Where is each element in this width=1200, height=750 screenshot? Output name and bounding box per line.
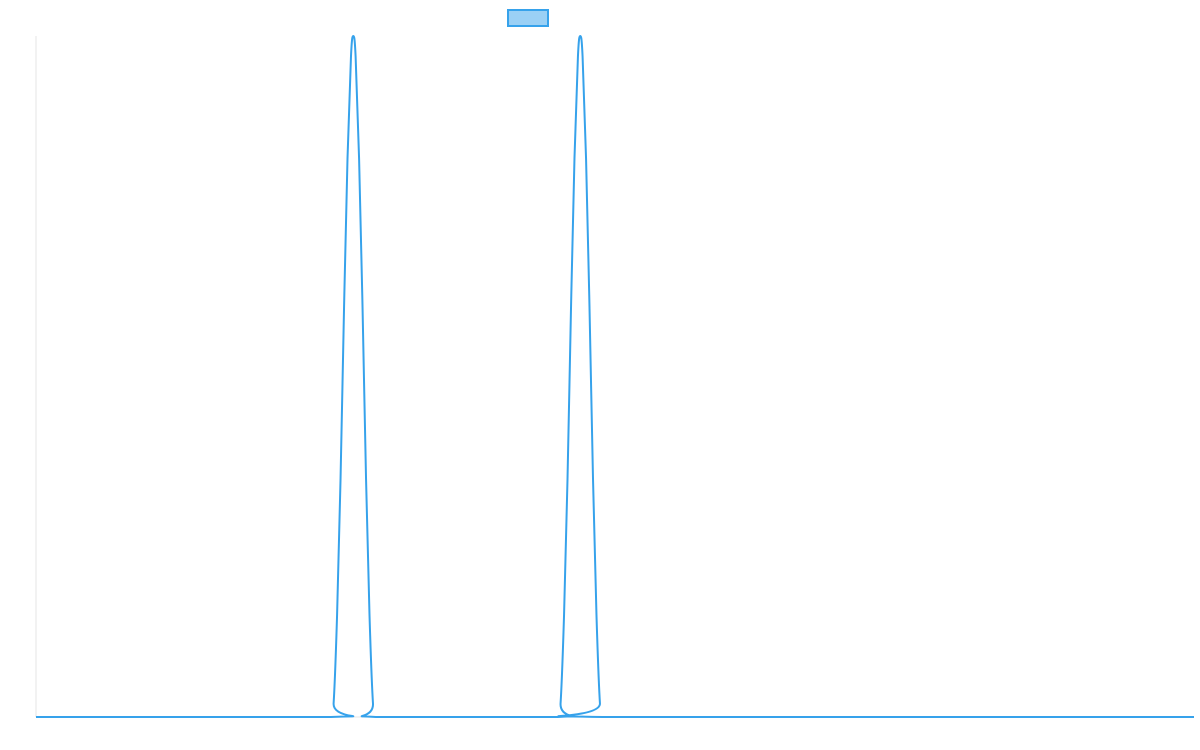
series-line-0[interactable] [36,35,1194,718]
legend-item-0[interactable] [507,9,549,27]
series-layer [36,33,1194,718]
peak-point-1[interactable] [577,33,583,39]
peak-point-0[interactable] [350,33,356,39]
legend[interactable] [507,9,549,27]
axes-layer [35,36,1194,718]
legend-swatch [507,9,549,27]
